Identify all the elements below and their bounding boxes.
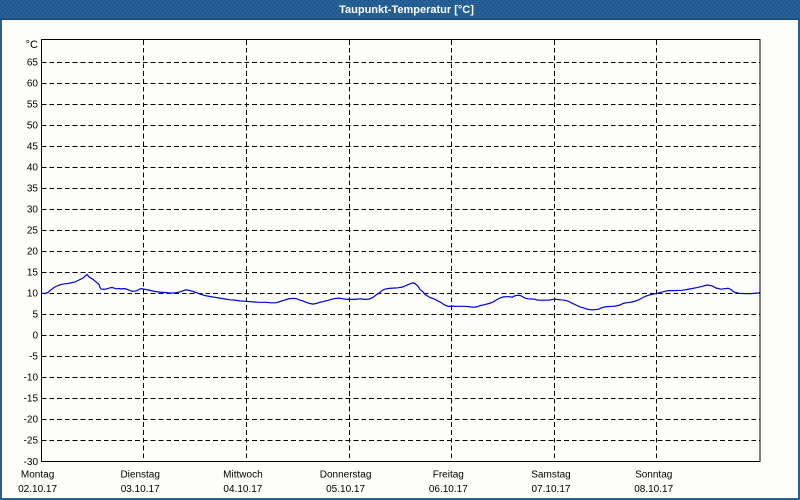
svg-text:Sonntag: Sonntag xyxy=(635,470,672,481)
svg-text:30: 30 xyxy=(27,205,39,216)
svg-text:05.10.17: 05.10.17 xyxy=(326,484,365,495)
svg-text:15: 15 xyxy=(27,268,39,279)
svg-text:02.10.17: 02.10.17 xyxy=(18,484,57,495)
svg-text:-10: -10 xyxy=(24,373,39,384)
svg-text:60: 60 xyxy=(27,79,39,90)
svg-text:45: 45 xyxy=(27,142,39,153)
svg-text:-30: -30 xyxy=(24,457,39,468)
svg-text:40: 40 xyxy=(27,163,39,174)
svg-text:-5: -5 xyxy=(29,352,38,363)
svg-text:08.10.17: 08.10.17 xyxy=(634,484,673,495)
svg-text:-20: -20 xyxy=(24,415,39,426)
svg-text:-25: -25 xyxy=(24,436,39,447)
svg-text:25: 25 xyxy=(27,226,39,237)
svg-text:Taupunkt-Temperatur [°C]: Taupunkt-Temperatur [°C] xyxy=(339,4,474,16)
svg-text:10: 10 xyxy=(27,289,39,300)
svg-text:Dienstag: Dienstag xyxy=(120,470,159,481)
svg-text:04.10.17: 04.10.17 xyxy=(223,484,262,495)
svg-text:°C: °C xyxy=(26,39,38,51)
svg-text:20: 20 xyxy=(27,247,39,258)
svg-text:07.10.17: 07.10.17 xyxy=(532,484,571,495)
svg-text:-15: -15 xyxy=(24,394,39,405)
svg-text:Mittwoch: Mittwoch xyxy=(223,470,262,481)
svg-text:06.10.17: 06.10.17 xyxy=(429,484,468,495)
svg-text:Donnerstag: Donnerstag xyxy=(320,470,372,481)
svg-text:65: 65 xyxy=(27,58,39,69)
svg-text:35: 35 xyxy=(27,184,39,195)
svg-text:Samstag: Samstag xyxy=(531,470,570,481)
svg-text:0: 0 xyxy=(32,331,38,342)
svg-text:55: 55 xyxy=(27,100,39,111)
svg-text:03.10.17: 03.10.17 xyxy=(121,484,160,495)
svg-text:50: 50 xyxy=(27,121,39,132)
svg-text:5: 5 xyxy=(32,310,38,321)
svg-text:Montag: Montag xyxy=(21,470,54,481)
svg-text:Freitag: Freitag xyxy=(433,470,464,481)
